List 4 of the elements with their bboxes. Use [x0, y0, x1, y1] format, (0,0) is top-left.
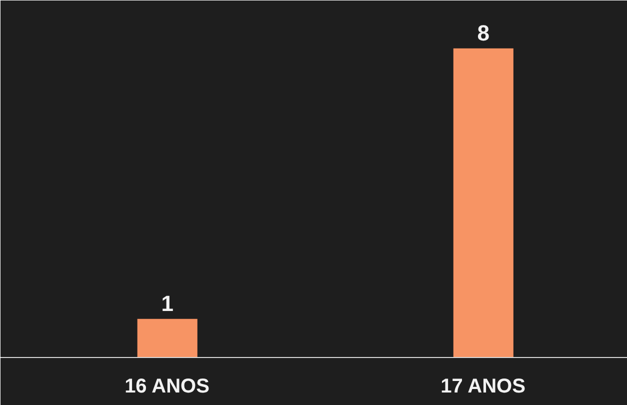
- x-tick-label: 16 ANOS: [124, 376, 210, 398]
- data-label: 1: [161, 290, 174, 316]
- x-tick-label: 17 ANOS: [440, 376, 526, 398]
- data-label: 8: [477, 20, 490, 46]
